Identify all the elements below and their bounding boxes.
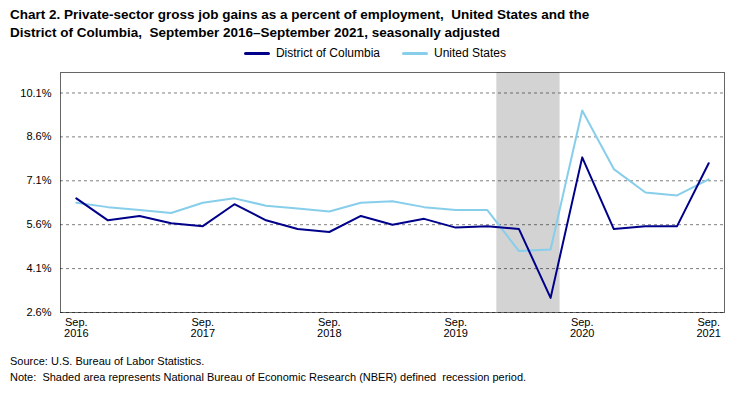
svg-text:7.1%: 7.1%	[26, 175, 51, 187]
html-text:District of Columbia: District of Columbia	[276, 46, 380, 61]
svg-text:Sep.2017: Sep.2017	[191, 317, 215, 340]
svg-text:Sep.2021: Sep.2021	[696, 317, 720, 340]
svg-text:5.6%: 5.6%	[26, 219, 51, 231]
svg-text:Sep.2016: Sep.2016	[64, 317, 88, 340]
svg-text:10.1%: 10.1%	[20, 87, 51, 99]
html-text:United States: United States	[434, 46, 506, 61]
svg-text:Sep.2019: Sep.2019	[443, 317, 467, 340]
svg-text:8.6%: 8.6%	[26, 131, 51, 143]
svg-text:4.1%: 4.1%	[26, 263, 51, 275]
html-text:Chart 2. Private-sector gross: Chart 2. Private-sector gross job gains …	[10, 7, 590, 41]
svg-text:Sep.2020: Sep.2020	[570, 317, 594, 340]
svg-text:2.6%: 2.6%	[26, 306, 51, 318]
html-text:Source: U.S. Bureau of Labor S: Source: U.S. Bureau of Labor Statistics.…	[10, 355, 527, 383]
svg-text:Sep.2018: Sep.2018	[317, 317, 341, 340]
